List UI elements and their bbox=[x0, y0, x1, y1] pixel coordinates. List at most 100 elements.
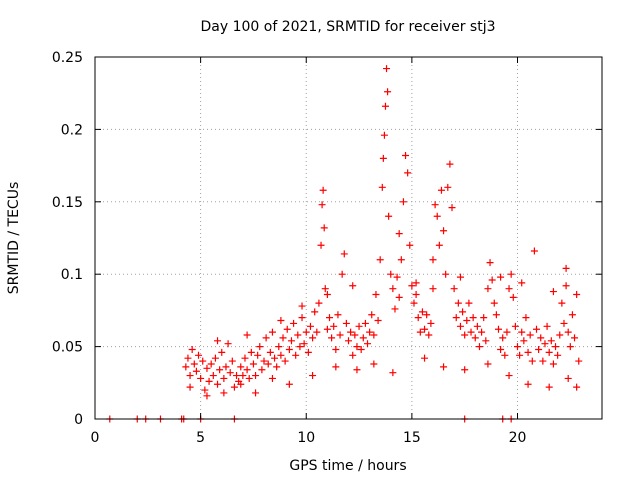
data-point-0-171 bbox=[509, 293, 517, 301]
data-point-0-112 bbox=[385, 212, 393, 220]
data-point-0-42 bbox=[247, 348, 255, 356]
data-point-0-163 bbox=[492, 311, 500, 319]
data-point-0-172 bbox=[511, 322, 519, 330]
data-point-0-139 bbox=[442, 270, 450, 278]
data-point-0-67 bbox=[300, 340, 308, 348]
data-point-0-30 bbox=[222, 363, 230, 371]
data-point-0-41 bbox=[245, 374, 253, 382]
data-point-0-44 bbox=[252, 372, 260, 380]
data-point-0-21 bbox=[203, 364, 211, 372]
data-point-0-100 bbox=[366, 328, 374, 336]
data-point-0-126 bbox=[414, 314, 422, 322]
data-point-0-40 bbox=[243, 366, 251, 374]
data-point-0-31 bbox=[224, 340, 232, 348]
data-point-0-113 bbox=[387, 270, 395, 278]
data-point-0-60 bbox=[285, 345, 293, 353]
data-point-0-27 bbox=[216, 366, 224, 374]
data-point-0-86 bbox=[336, 331, 344, 339]
data-point-0-191 bbox=[552, 343, 560, 351]
data-point-0-141 bbox=[446, 160, 454, 168]
data-point-0-14 bbox=[188, 345, 196, 353]
data-point-0-88 bbox=[340, 250, 348, 258]
data-point-0-111 bbox=[384, 88, 392, 96]
data-point-0-35 bbox=[233, 372, 241, 380]
data-point-0-77 bbox=[319, 186, 327, 194]
data-point-0-193 bbox=[556, 331, 564, 339]
data-point-0-177 bbox=[522, 314, 530, 322]
data-point-0-185 bbox=[539, 357, 547, 365]
data-point-0-173 bbox=[514, 343, 521, 351]
data-point-0-190 bbox=[549, 360, 557, 368]
data-point-0-66 bbox=[298, 314, 306, 322]
data-point-0-29 bbox=[220, 374, 228, 382]
data-point-0-18 bbox=[197, 374, 205, 382]
data-point-0-186 bbox=[541, 340, 549, 348]
data-point-0-51 bbox=[266, 348, 274, 356]
data-point-0-198 bbox=[566, 343, 574, 351]
data-point-0-133 bbox=[429, 256, 437, 264]
data-point-0-168 bbox=[503, 328, 511, 336]
data-point-0-207 bbox=[252, 389, 260, 397]
data-point-0-80 bbox=[323, 325, 331, 333]
data-point-0-135 bbox=[433, 212, 441, 220]
plot-frame bbox=[94, 56, 603, 420]
data-point-0-15 bbox=[190, 360, 198, 368]
data-point-0-50 bbox=[264, 360, 272, 368]
data-point-0-78 bbox=[320, 224, 328, 232]
data-point-0-49 bbox=[262, 334, 270, 342]
data-point-0-192 bbox=[554, 351, 562, 359]
data-point-0-70 bbox=[306, 322, 314, 330]
data-point-0-200 bbox=[571, 334, 579, 342]
data-point-0-206 bbox=[237, 380, 245, 388]
data-point-0-228 bbox=[323, 290, 331, 298]
data-point-0-56 bbox=[277, 351, 285, 359]
grid-lines bbox=[95, 57, 602, 419]
data-point-0-46 bbox=[256, 343, 264, 351]
y-tick-label-0: 0 bbox=[74, 412, 83, 428]
data-point-0-227 bbox=[298, 302, 306, 310]
data-point-0-119 bbox=[399, 198, 407, 206]
data-point-0-13 bbox=[186, 372, 194, 380]
data-point-0-144 bbox=[452, 314, 460, 322]
data-point-0-96 bbox=[357, 345, 365, 353]
data-point-0-211 bbox=[332, 363, 340, 371]
data-point-0-182 bbox=[533, 325, 541, 333]
data-point-0-151 bbox=[467, 328, 475, 336]
data-point-0-45 bbox=[254, 351, 262, 359]
data-point-0-166 bbox=[499, 334, 507, 342]
data-point-0-159 bbox=[484, 285, 492, 293]
data-point-0-20 bbox=[201, 386, 209, 394]
data-point-0-75 bbox=[317, 241, 325, 249]
data-point-0-231 bbox=[412, 279, 420, 287]
chart-title: Day 100 of 2021, SRMTID for receiver stj… bbox=[201, 19, 496, 35]
data-point-0-25 bbox=[211, 354, 219, 362]
data-point-0-167 bbox=[501, 351, 509, 359]
data-point-0-188 bbox=[545, 348, 553, 356]
data-point-0-204 bbox=[203, 392, 211, 400]
data-point-0-97 bbox=[359, 334, 367, 342]
data-point-0-203 bbox=[186, 383, 194, 391]
data-point-0-127 bbox=[416, 328, 424, 336]
data-point-0-71 bbox=[309, 334, 317, 342]
data-point-0-102 bbox=[370, 331, 378, 339]
data-point-0-89 bbox=[342, 319, 350, 327]
data-point-0-184 bbox=[537, 334, 545, 342]
data-point-0-52 bbox=[268, 328, 276, 336]
data-point-0-99 bbox=[364, 340, 372, 348]
data-point-0-79 bbox=[321, 285, 329, 293]
data-point-0-155 bbox=[475, 343, 483, 351]
data-point-0-107 bbox=[379, 154, 387, 162]
data-point-0-208 bbox=[268, 374, 276, 382]
data-point-0-215 bbox=[421, 354, 429, 362]
y-tick-label-5: 0.25 bbox=[52, 50, 83, 66]
data-point-0-61 bbox=[287, 337, 295, 345]
data-point-0-26 bbox=[214, 380, 222, 388]
data-point-0-234 bbox=[497, 273, 505, 281]
data-point-0-68 bbox=[302, 328, 310, 336]
data-point-0-202 bbox=[575, 357, 583, 365]
data-point-0-121 bbox=[404, 169, 412, 177]
data-point-0-115 bbox=[391, 305, 399, 313]
data-point-0-157 bbox=[480, 314, 488, 322]
data-point-0-237 bbox=[562, 264, 570, 272]
